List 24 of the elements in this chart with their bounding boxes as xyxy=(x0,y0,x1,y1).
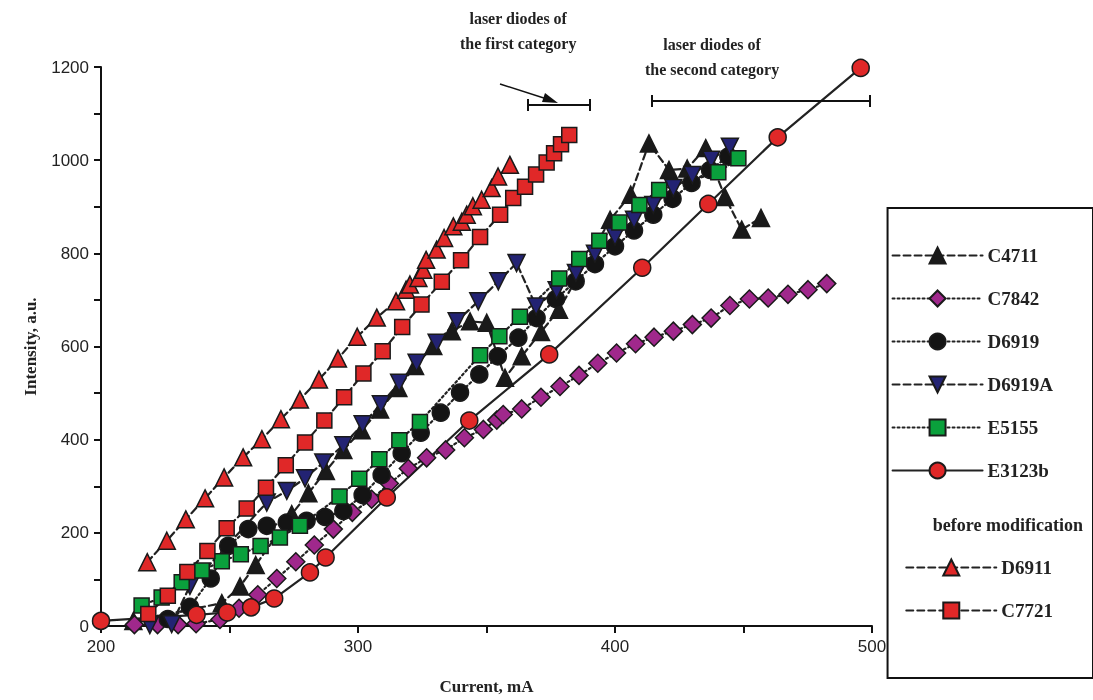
y-tick-label: 1000 xyxy=(51,150,89,170)
y-tick-label: 1200 xyxy=(51,57,89,77)
text: laser diodes of the first category xyxy=(460,10,577,53)
x-tick-label: 500 xyxy=(857,637,887,656)
x-axis-title: Current, mA xyxy=(439,677,535,696)
y-axis-title: Intensity, a.u. xyxy=(21,297,40,396)
x-tick-label: 400 xyxy=(600,637,630,656)
legend-label: C7842 xyxy=(987,288,1040,309)
y-tick-label: 800 xyxy=(60,243,89,263)
y-tick-label: 600 xyxy=(60,337,89,356)
legend-label: C7721 xyxy=(1001,600,1054,621)
x-tick-label: 300 xyxy=(343,637,373,656)
legend-label: E3123b xyxy=(987,460,1049,481)
legend-label: D6919 xyxy=(987,331,1040,352)
text: before modification xyxy=(932,515,1084,535)
legend-label: D6919A xyxy=(987,374,1054,395)
legend-label: C4711 xyxy=(987,245,1039,266)
x-tick-label: 200 xyxy=(86,637,116,656)
y-tick-label: 0 xyxy=(79,616,89,636)
y-tick-label: 400 xyxy=(60,430,89,450)
y-tick-label: 200 xyxy=(60,523,89,543)
annotation: laser diodes of the second category xyxy=(645,36,780,79)
legend-label: E5155 xyxy=(987,417,1039,438)
legend-label: D6911 xyxy=(1001,557,1052,578)
